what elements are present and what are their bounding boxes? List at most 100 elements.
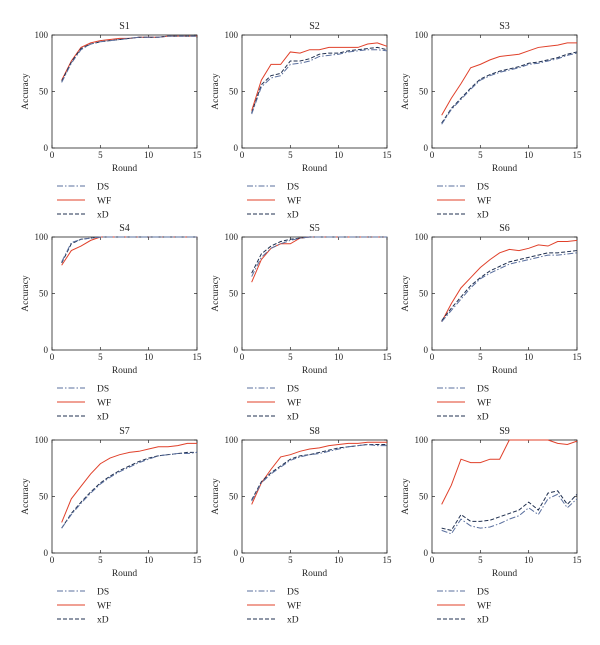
- legend-label-xd: xD: [287, 616, 299, 626]
- legend-label-wf: WF: [477, 197, 491, 207]
- series-line-wf: [441, 239, 578, 322]
- legend-label-wf: WF: [477, 399, 491, 409]
- legend-label-wf: WF: [97, 399, 111, 409]
- legend-label-xd: xD: [477, 211, 489, 221]
- legend-label-wf: WF: [97, 602, 111, 612]
- plot-frame: [241, 439, 388, 554]
- legend-label-ds: DS: [287, 183, 299, 193]
- series-line-wf: [441, 42, 577, 116]
- x-tick-label: 5: [478, 150, 483, 160]
- y-tick-label: 100: [415, 435, 429, 445]
- y-tick-label: 100: [35, 435, 49, 445]
- x-tick-label: 10: [144, 555, 154, 565]
- legend-label-ds: DS: [477, 588, 489, 598]
- series-line-xd: [441, 490, 578, 531]
- x-axis-label: Round: [302, 366, 328, 376]
- x-tick-label: 5: [98, 555, 103, 565]
- y-tick-label: 50: [39, 289, 49, 299]
- x-tick-label: 5: [288, 555, 293, 565]
- y-tick-label: 50: [419, 87, 429, 97]
- legend-label-ds: DS: [97, 183, 109, 193]
- series-line-wf: [61, 35, 197, 81]
- plot-frame: [431, 439, 578, 554]
- y-tick-label: 0: [234, 143, 239, 153]
- legend-label-xd: xD: [97, 211, 109, 221]
- x-tick-label: 0: [240, 555, 245, 565]
- x-axis-label: Round: [112, 366, 138, 376]
- y-tick-label: 100: [225, 232, 239, 242]
- legend-label-ds: DS: [287, 385, 299, 395]
- x-tick-label: 15: [383, 352, 393, 362]
- plot-frame: [241, 34, 388, 149]
- series-line-wf: [61, 236, 197, 266]
- y-axis-label: Accuracy: [401, 275, 411, 312]
- series-line-xd: [441, 51, 578, 124]
- legend-label-ds: DS: [477, 385, 489, 395]
- x-tick-label: 0: [430, 555, 435, 565]
- y-tick-label: 50: [229, 87, 239, 97]
- series-line-xd: [251, 236, 387, 274]
- plot-frame: [431, 34, 578, 149]
- plot-frame: [241, 236, 388, 351]
- legend-label-xd: xD: [97, 616, 109, 626]
- y-axis-label: Accuracy: [401, 478, 411, 515]
- y-tick-label: 100: [35, 30, 49, 40]
- chart-title: S9: [499, 426, 510, 437]
- y-axis-label: Accuracy: [401, 73, 411, 110]
- x-axis-label: Round: [112, 164, 138, 174]
- x-tick-label: 5: [98, 352, 103, 362]
- chart-title: S7: [119, 426, 130, 437]
- legend-label-ds: DS: [477, 183, 489, 193]
- series-line-wf: [251, 236, 387, 283]
- y-tick-label: 50: [229, 289, 239, 299]
- chart-title: S3: [499, 21, 510, 32]
- y-tick-label: 0: [44, 345, 49, 355]
- x-tick-label: 0: [50, 352, 55, 362]
- series-line-xd: [61, 236, 197, 264]
- x-axis-label: Round: [492, 569, 518, 579]
- x-tick-label: 5: [288, 352, 293, 362]
- series-line-ds: [441, 252, 578, 323]
- legend-label-ds: DS: [287, 588, 299, 598]
- x-axis-label: Round: [112, 569, 138, 579]
- y-axis-label: Accuracy: [211, 73, 221, 110]
- series-line-wf: [61, 442, 197, 523]
- y-tick-label: 0: [44, 143, 49, 153]
- y-tick-label: 0: [44, 548, 49, 558]
- chart-title: S5: [309, 223, 320, 234]
- legend-label-wf: WF: [287, 197, 301, 207]
- x-tick-label: 10: [334, 352, 344, 362]
- y-tick-label: 50: [419, 492, 429, 502]
- x-tick-label: 10: [144, 150, 154, 160]
- chart-panel-s7: S7 0 5 10 15 0 50 100 Round Accuracy DS WF xD: [21, 426, 202, 626]
- x-tick-label: 0: [50, 555, 55, 565]
- x-tick-label: 15: [193, 352, 203, 362]
- series-line-xd: [61, 35, 197, 82]
- x-tick-label: 0: [240, 352, 245, 362]
- series-line-ds: [251, 49, 388, 115]
- series-line-ds: [61, 35, 197, 83]
- series-line-xd: [61, 451, 197, 529]
- x-axis-label: Round: [492, 366, 518, 376]
- chart-title: S8: [309, 426, 320, 437]
- chart-title: S6: [499, 223, 510, 234]
- x-tick-label: 10: [524, 352, 534, 362]
- x-tick-label: 15: [573, 555, 583, 565]
- x-tick-label: 10: [524, 555, 534, 565]
- chart-title: S2: [309, 21, 320, 32]
- y-tick-label: 100: [35, 232, 49, 242]
- plot-frame: [51, 236, 198, 351]
- legend-label-xd: xD: [97, 413, 109, 423]
- legend-label-wf: WF: [477, 602, 491, 612]
- x-tick-label: 0: [240, 150, 245, 160]
- y-tick-label: 0: [234, 345, 239, 355]
- x-axis-label: Round: [302, 569, 328, 579]
- x-tick-label: 15: [573, 352, 583, 362]
- series-line-ds: [441, 52, 578, 125]
- legend-label-xd: xD: [287, 413, 299, 423]
- x-tick-label: 5: [288, 150, 293, 160]
- legend-label-wf: WF: [287, 602, 301, 612]
- legend-label-wf: WF: [287, 399, 301, 409]
- series-line-xd: [251, 46, 388, 114]
- x-tick-label: 15: [193, 150, 203, 160]
